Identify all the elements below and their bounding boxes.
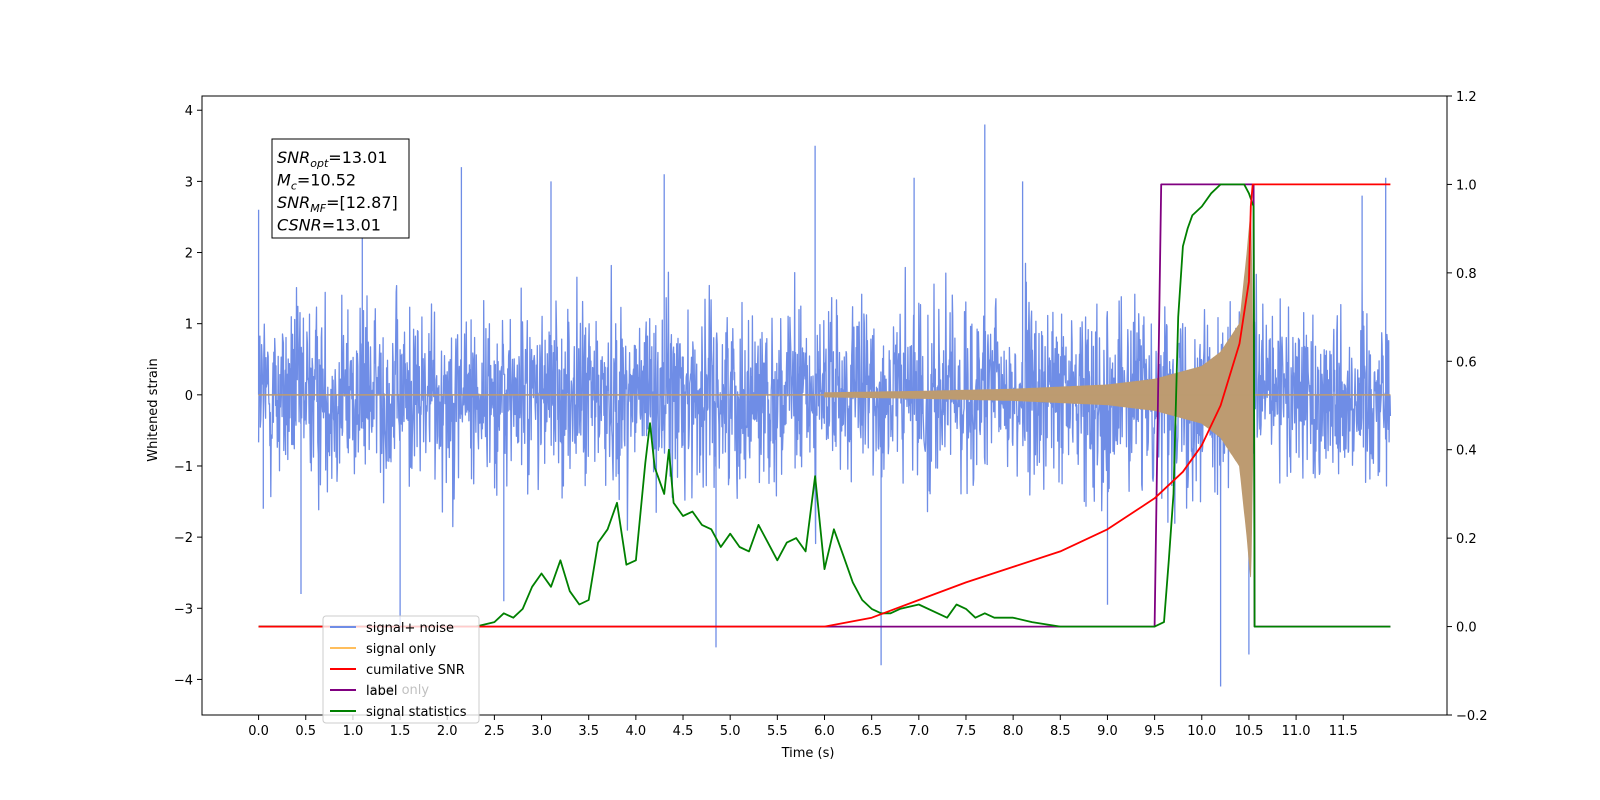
x-tick-label: 8.5 [1050,724,1071,739]
legend-entry-label: label [366,684,397,699]
x-tick-label: 9.0 [1097,724,1118,739]
series-signal-statistics-line [258,183,1391,628]
x-tick-label: 6.0 [814,724,835,739]
y-tick-label: 4 [185,104,193,119]
y2-tick-label: −0.2 [1456,709,1488,724]
x-tick-label: 11.5 [1329,724,1358,739]
y-tick-label: 2 [185,247,193,262]
x-tick-label: 5.0 [720,724,741,739]
y2-tick-label: 0.0 [1456,621,1477,636]
x-axis-label: Time (s) [781,746,835,761]
x-tick-label: 10.5 [1234,724,1263,739]
x-tick-label: 1.5 [390,724,411,739]
x-tick-label: 4.5 [673,724,694,739]
y-tick-label: −4 [174,673,193,688]
legend-entry-label: signal+ noise [366,621,454,636]
y-tick-label: −3 [174,602,193,617]
plot-layer [257,124,1392,687]
x-tick-label: 11.0 [1282,724,1311,739]
x-tick-label: 10.0 [1187,724,1216,739]
axes-layer: 0.0 0.5 1.0 1.5 2.0 2.5 3.0 3.5 4.0 4.5 5.0 5.5 6.0 6… [174,90,1488,739]
y-tick-label: 1 [185,318,193,333]
annotation-csnr: CSNR=13.01 [277,216,381,235]
x-tick-label: 2.0 [437,724,458,739]
legend: label only signal+ noise signal only cumila… [322,615,480,724]
y2-tick-label: 0.4 [1456,444,1477,459]
x-tick-label: 5.5 [767,724,788,739]
x-tick-label: 9.5 [1144,724,1165,739]
annotation-mc: Mc=10.52 [277,171,356,193]
x-tick-label: 3.0 [531,724,552,739]
y-axis-label: Whitened strain [146,358,161,461]
legend-entry-label: signal statistics [366,705,467,720]
y2-tick-label: 0.2 [1456,532,1477,547]
x-tick-label: 0.0 [248,724,269,739]
x-tick-label: 7.0 [908,724,929,739]
y-tick-label: −2 [174,531,193,546]
y2-tick-label: 0.8 [1456,267,1477,282]
x-tick-label: 7.5 [956,724,977,739]
legend-frame [322,615,480,724]
x-tick-label: 1.0 [343,724,364,739]
stats-box-frame [271,138,410,239]
legend-overlapped-text: label only [366,683,429,698]
y2-tick-label: 1.2 [1456,90,1477,105]
x-tick-label: 6.5 [861,724,882,739]
y-tick-label: −1 [174,460,193,475]
y-tick-label: 0 [185,389,193,404]
legend-entry-label: cumilative SNR [366,663,465,678]
series-cumulative-snr-line [258,183,1391,628]
y2-tick-label: 1.0 [1456,178,1477,193]
legend-entry-label: signal only [366,642,436,657]
stats-annotation-box: SNRopt=13.01Mc=10.52SNRMF=[12.87]CSNR=13… [271,138,410,239]
x-tick-label: 2.5 [484,724,505,739]
x-tick-label: 0.5 [295,724,316,739]
x-tick-label: 8.0 [1003,724,1024,739]
y2-tick-label: 0.6 [1456,355,1477,370]
annotation-snr-mf: SNRMF=[12.87] [277,193,398,215]
y-tick-label: 3 [185,175,193,190]
plot-area [257,124,1392,687]
annotation-snr-opt: SNRopt=13.01 [277,148,388,170]
x-tick-label: 4.0 [626,724,647,739]
x-tick-label: 3.5 [578,724,599,739]
